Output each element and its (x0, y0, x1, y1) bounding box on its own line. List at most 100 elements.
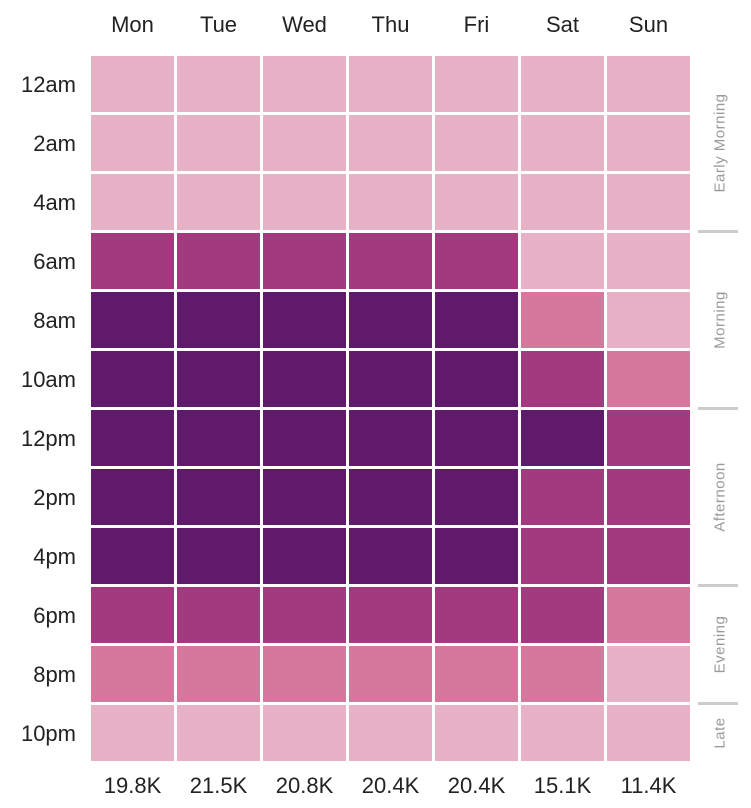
heatmap-cell-8pm-Wed (263, 646, 346, 702)
heatmap-cell-2am-Mon (91, 115, 174, 171)
period-label-late: Late (712, 717, 729, 748)
heatmap-cell-8pm-Fri (435, 646, 518, 702)
heatmap-cell-4pm-Tue (177, 528, 260, 584)
heatmap-cell-6am-Fri (435, 233, 518, 289)
heatmap-cell-6am-Sun (607, 233, 690, 289)
hour-label-8am: 8am (33, 308, 76, 333)
heatmap-cell-6am-Thu (349, 233, 432, 289)
heatmap-cell-2pm-Sat (521, 469, 604, 525)
hour-label-8pm: 8pm (33, 662, 76, 687)
period-label-evening: Evening (712, 616, 729, 674)
heatmap-cell-10pm-Sun (607, 705, 690, 761)
heatmap-cell-12pm-Mon (91, 410, 174, 466)
hour-label-6am: 6am (33, 249, 76, 274)
heatmap-cell-4pm-Fri (435, 528, 518, 584)
column-total-tue: 21.5K (190, 773, 248, 798)
heatmap-cell-8am-Fri (435, 292, 518, 348)
heatmap-cell-6pm-Thu (349, 587, 432, 643)
heatmap-cell-10pm-Tue (177, 705, 260, 761)
heatmap-cell-4pm-Mon (91, 528, 174, 584)
heatmap-cell-6pm-Fri (435, 587, 518, 643)
heatmap-cell-12am-Wed (263, 56, 346, 112)
heatmap-cell-10am-Sat (521, 351, 604, 407)
heatmap-cell-6pm-Wed (263, 587, 346, 643)
day-label-sun: Sun (629, 12, 668, 37)
hour-labels: 12am 2am 4am 6am 8am 10am 12pm 2pm 4pm 6pm 8pm 10pm (21, 72, 76, 746)
day-label-fri: Fri (464, 12, 490, 37)
heatmap-cell-6am-Tue (177, 233, 260, 289)
heatmap-cell-10pm-Fri (435, 705, 518, 761)
heatmap-cell-6pm-Mon (91, 587, 174, 643)
heatmap-cell-10am-Fri (435, 351, 518, 407)
hour-label-10pm: 10pm (21, 721, 76, 746)
heatmap-cell-8am-Sun (607, 292, 690, 348)
hour-label-10am: 10am (21, 367, 76, 392)
day-label-sat: Sat (546, 12, 579, 37)
heatmap-cell-8am-Thu (349, 292, 432, 348)
heatmap-cell-4am-Sat (521, 174, 604, 230)
heatmap-cell-12am-Fri (435, 56, 518, 112)
column-total-sun: 11.4K (621, 773, 677, 798)
heatmap-cell-6am-Mon (91, 233, 174, 289)
heatmap-cell-8pm-Mon (91, 646, 174, 702)
heatmap-cell-8pm-Sun (607, 646, 690, 702)
heatmap-cell-4am-Wed (263, 174, 346, 230)
heatmap-cell-4pm-Sun (607, 528, 690, 584)
heatmap-cells (91, 56, 690, 761)
heatmap-cell-12am-Sat (521, 56, 604, 112)
heatmap-cell-10am-Thu (349, 351, 432, 407)
hour-label-4am: 4am (33, 190, 76, 215)
heatmap-cell-2pm-Thu (349, 469, 432, 525)
column-total-fri: 20.4K (448, 773, 506, 798)
heatmap-cell-2am-Sat (521, 115, 604, 171)
hour-label-6pm: 6pm (33, 603, 76, 628)
hour-label-2am: 2am (33, 131, 76, 156)
heatmap-cell-12am-Thu (349, 56, 432, 112)
heatmap-cell-8am-Wed (263, 292, 346, 348)
heatmap-cell-4am-Thu (349, 174, 432, 230)
period-label-morning: Morning (712, 291, 729, 349)
day-label-wed: Wed (282, 12, 327, 37)
heatmap-cell-4pm-Thu (349, 528, 432, 584)
heatmap-cell-12am-Mon (91, 56, 174, 112)
hour-label-12am: 12am (21, 72, 76, 97)
column-total-thu: 20.4K (362, 773, 420, 798)
heatmap-cell-2pm-Fri (435, 469, 518, 525)
heatmap-cell-8am-Tue (177, 292, 260, 348)
heatmap-cell-12pm-Sat (521, 410, 604, 466)
heatmap-cell-10am-Sun (607, 351, 690, 407)
heatmap-cell-10pm-Thu (349, 705, 432, 761)
heatmap-cell-2am-Wed (263, 115, 346, 171)
heatmap-cell-2pm-Tue (177, 469, 260, 525)
day-label-thu: Thu (372, 12, 410, 37)
heatmap-cell-4am-Mon (91, 174, 174, 230)
heatmap-cell-12pm-Thu (349, 410, 432, 466)
heatmap-cell-2pm-Sun (607, 469, 690, 525)
heatmap-cell-12pm-Sun (607, 410, 690, 466)
heatmap-cell-4pm-Wed (263, 528, 346, 584)
heatmap-cell-12am-Sun (607, 56, 690, 112)
heatmap-cell-10pm-Sat (521, 705, 604, 761)
heatmap-cell-10pm-Mon (91, 705, 174, 761)
heatmap-cell-8pm-Thu (349, 646, 432, 702)
heatmap-cell-6pm-Sat (521, 587, 604, 643)
heatmap-cell-4am-Tue (177, 174, 260, 230)
heatmap-cell-10am-Tue (177, 351, 260, 407)
heatmap-cell-4am-Fri (435, 174, 518, 230)
period-label-early-morning: Early Morning (712, 93, 729, 192)
heatmap-cell-4am-Sun (607, 174, 690, 230)
day-label-mon: Mon (111, 12, 154, 37)
heatmap-cell-6pm-Sun (607, 587, 690, 643)
heatmap-cell-12pm-Fri (435, 410, 518, 466)
heatmap-cell-2pm-Wed (263, 469, 346, 525)
heatmap-cell-2am-Tue (177, 115, 260, 171)
heatmap-cell-10am-Mon (91, 351, 174, 407)
heatmap-cell-2am-Fri (435, 115, 518, 171)
heatmap-cell-8am-Mon (91, 292, 174, 348)
heatmap-cell-4pm-Sat (521, 528, 604, 584)
heatmap-cell-12am-Tue (177, 56, 260, 112)
period-labels: Early Morning Morning Afternoon Evening Late (698, 93, 738, 749)
heatmap-cell-2am-Sun (607, 115, 690, 171)
heatmap-cell-10am-Wed (263, 351, 346, 407)
